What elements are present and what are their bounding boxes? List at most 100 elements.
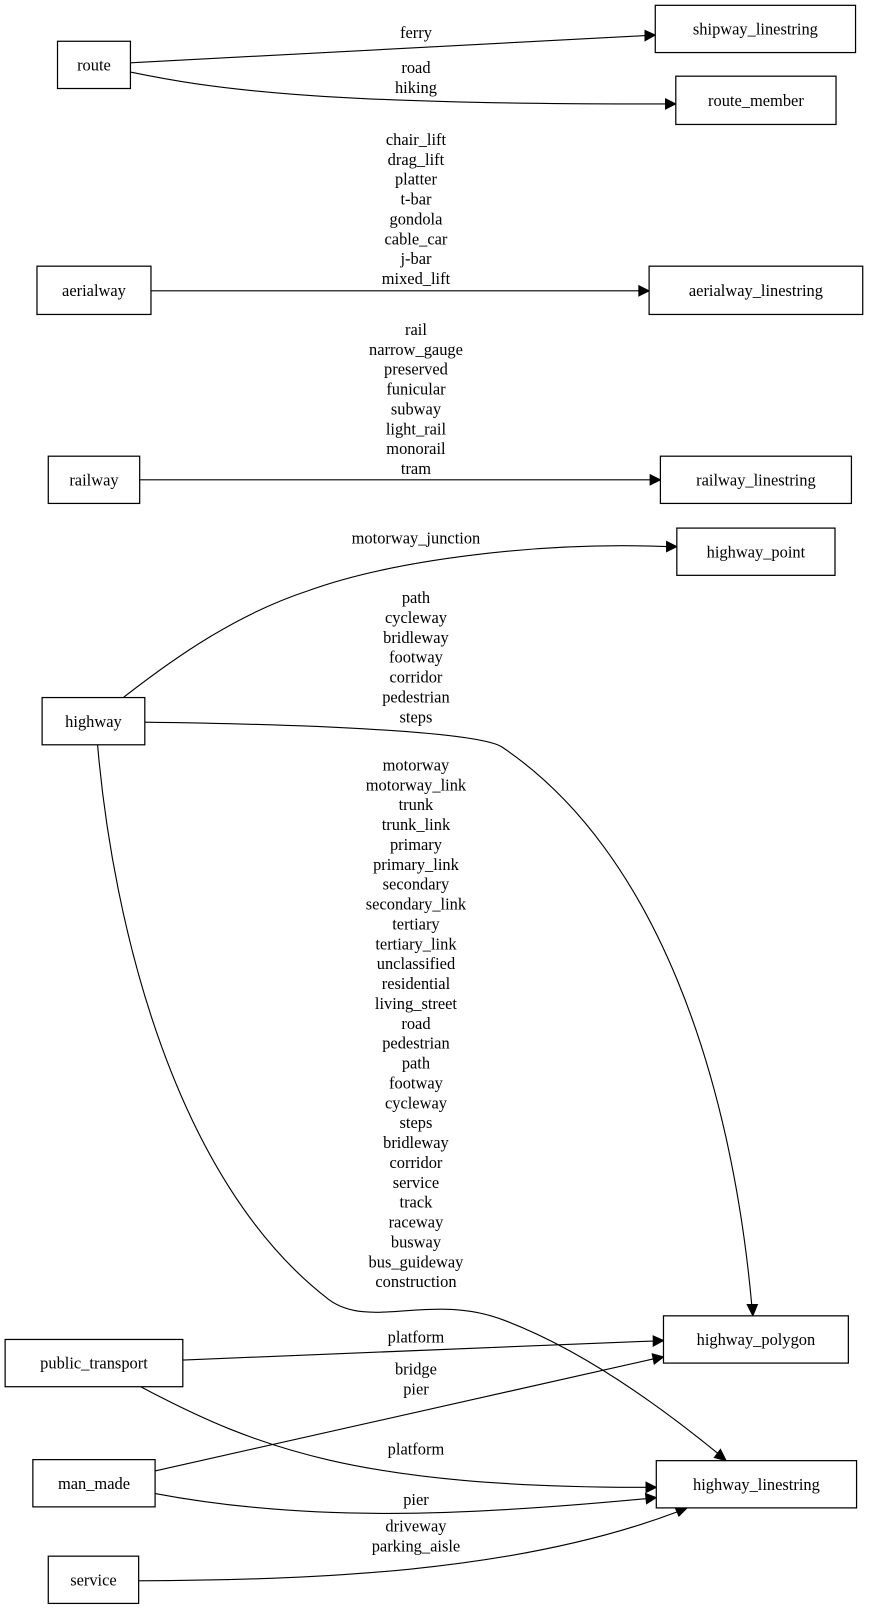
edge-label: footway [389, 1073, 444, 1092]
edge-label: bus_guideway [369, 1252, 465, 1271]
edge-label: primary [390, 835, 443, 854]
edge-label: hiking [395, 78, 437, 97]
arrowhead-icon [652, 1335, 665, 1348]
edge-public_transport-to-highway_polygon: platform [182, 1328, 665, 1361]
edge-label: subway [391, 399, 442, 418]
edge-highway-to-highway_polygon: pathcyclewaybridlewayfootwaycorridorpede… [144, 588, 759, 1318]
edge-label: motorway [383, 755, 450, 774]
node-label: route [77, 56, 111, 75]
node-box [41, 696, 146, 746]
node-box [47, 455, 141, 505]
edge-label: ferry [400, 23, 433, 42]
edge-label: gondola [390, 209, 444, 228]
arrowhead-icon [645, 1481, 658, 1494]
edge-label: tram [401, 459, 431, 478]
edge-label: pedestrian [382, 1034, 449, 1053]
edge-label: tertiary [392, 914, 440, 933]
edge-label: primary_link [373, 855, 460, 874]
edge-label: trunk_link [382, 815, 451, 834]
node-highway-linestring[interactable]: highway_linestring [655, 1460, 858, 1509]
arrowhead-icon [638, 284, 651, 297]
arrowhead-icon [651, 1353, 665, 1366]
edge-label: rail [405, 320, 427, 339]
edge-label: trunk [399, 795, 434, 814]
edge-railway-to-railway_linestring: railnarrow_gaugepreservedfunicularsubway… [139, 320, 662, 486]
edge-line [140, 1386, 647, 1488]
arrowhead-icon [649, 473, 662, 486]
edge-label: pier [403, 1379, 429, 1398]
edge-aerialway-to-aerialway_linestring: chair_liftdrag_liftplattert-bargondolaca… [150, 130, 651, 297]
node-highway-point[interactable]: highway_point [676, 527, 836, 576]
edge-line [182, 1340, 654, 1361]
edge-label: t-bar [400, 190, 432, 209]
edge-label: road [401, 1014, 431, 1033]
edge-label: footway [389, 648, 444, 667]
node-railway-linestring[interactable]: railway_linestring [659, 455, 853, 505]
node-box [47, 1555, 140, 1605]
edge-man_made-to-highway_linestring: pier [154, 1490, 658, 1514]
edge-label: steps [400, 1113, 433, 1132]
edge-label: road [401, 58, 431, 77]
edge-highway-to-highway_linestring: motorwaymotorway_linktrunktrunk_linkprim… [97, 744, 728, 1462]
edge-label: narrow_gauge [369, 340, 463, 359]
node-label: route_member [708, 91, 804, 110]
node-label: railway [69, 470, 119, 489]
edge-line [144, 721, 753, 1306]
edge-label: secondary_link [366, 895, 467, 914]
node-aerialway[interactable]: aerialway [36, 265, 152, 316]
arrowhead-icon [665, 97, 677, 110]
edge-label: path [402, 1054, 430, 1073]
edge-label: cycleway [385, 1093, 448, 1112]
edge-label: platform [388, 1439, 445, 1458]
edge-line [122, 545, 667, 698]
node-label: shipway_linestring [693, 20, 818, 39]
node-box [659, 455, 853, 505]
edge-label: bridleway [383, 1133, 449, 1152]
edge-label: path [402, 588, 430, 607]
edge-label: chair_lift [386, 130, 447, 149]
node-box [648, 265, 864, 316]
edge-line [130, 35, 646, 64]
node-public-transport[interactable]: public_transport [4, 1338, 184, 1388]
node-route[interactable]: route [56, 40, 132, 90]
edge-label: driveway [385, 1517, 447, 1536]
node-box [56, 40, 132, 90]
edge-label: drag_lift [388, 150, 445, 169]
edge-label: pedestrian [382, 687, 449, 706]
node-shipway-linestring[interactable]: shipway_linestring [654, 4, 857, 54]
edge-label: motorway_link [366, 775, 467, 794]
edge-label: steps [400, 707, 433, 726]
edge-line [154, 1492, 647, 1514]
node-highway[interactable]: highway [41, 696, 146, 746]
edge-label: secondary [383, 875, 450, 894]
edge-highway-to-highway_point: motorway_junction [122, 528, 678, 698]
node-label: highway_linestring [693, 1475, 820, 1494]
edge-label: construction [375, 1272, 456, 1291]
node-box [655, 1460, 858, 1509]
node-aerialway-linestring[interactable]: aerialway_linestring [648, 265, 864, 316]
node-highway-polygon[interactable]: highway_polygon [662, 1315, 849, 1364]
arrowhead-icon [713, 1448, 728, 1462]
edge-label: residential [382, 974, 451, 993]
node-box [676, 527, 836, 576]
edge-line [130, 71, 666, 105]
node-box [4, 1338, 184, 1388]
edge-label: preserved [384, 360, 449, 379]
edge-label: light_rail [386, 419, 447, 438]
node-service[interactable]: service [47, 1555, 140, 1605]
node-route-member[interactable]: route_member [675, 75, 837, 126]
node-railway[interactable]: railway [47, 455, 141, 505]
node-label: railway_linestring [696, 470, 815, 489]
edge-route-to-shipway_linestring: ferry [130, 23, 657, 64]
edge-label: cycleway [385, 608, 448, 627]
edge-label: bridge [395, 1359, 437, 1378]
node-label: man_made [58, 1474, 130, 1493]
edge-label: pier [403, 1490, 429, 1509]
node-box [662, 1315, 849, 1364]
node-man-made[interactable]: man_made [32, 1459, 156, 1508]
node-box [654, 4, 857, 54]
